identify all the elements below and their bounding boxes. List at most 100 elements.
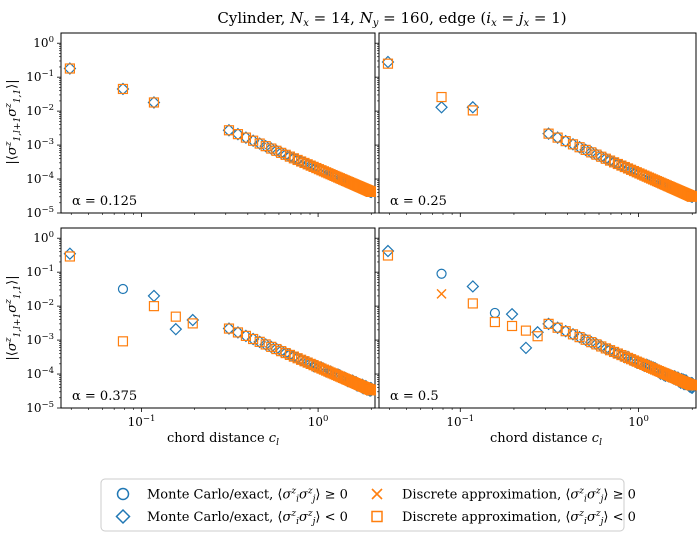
da-neg-point (366, 186, 376, 197)
legend-label-da-neg: Discrete approximation, ⟨σziσzj⟩ < 0 (402, 509, 636, 527)
x-tick-label: 10−1 (128, 414, 156, 429)
markers (63, 247, 376, 398)
legend-entry-mc-neg: Monte Carlo/exact, ⟨σziσzj⟩ < 0 (115, 508, 348, 527)
y-tick-label: 10−1 (26, 69, 54, 84)
alpha-label: α = 0.125 (72, 194, 137, 209)
legend-marker-diamond (115, 508, 131, 525)
y-tick-label: 10−1 (26, 264, 54, 279)
legend-label-mc-neg: Monte Carlo/exact, ⟨σziσzj⟩ < 0 (147, 509, 348, 527)
da-neg-point (574, 142, 585, 153)
mc-neg-point (466, 280, 480, 293)
panel-frame (378, 32, 697, 214)
da-neg-point (687, 380, 697, 391)
mc-neg-point (63, 62, 77, 75)
mc-neg-point (519, 341, 533, 355)
da-neg-point (248, 135, 259, 146)
mc-neg-point (505, 307, 519, 321)
da-neg-point (232, 129, 244, 140)
y-tick-label: 10−2 (26, 298, 54, 313)
da-neg-point (308, 360, 319, 371)
da-neg-point (232, 327, 244, 338)
da-neg-point (560, 136, 571, 147)
da-neg-point (625, 164, 637, 175)
legend-marker-square (371, 510, 383, 523)
mc-neg-point (381, 244, 395, 258)
mc-neg-point (169, 322, 183, 336)
da-neg-point (489, 316, 501, 328)
da-neg-point (117, 83, 129, 95)
mc-neg-point (222, 123, 236, 137)
panels: 100 10−1 10−2 10−3 10−4 10−5 α = 0.125 α = 0.25… (26, 32, 697, 429)
da-neg-point (266, 341, 277, 352)
da-neg-point (506, 320, 518, 332)
mc-pos-point (489, 307, 501, 319)
svg-text:|⟨σz1,l+1σz1,1⟩|: |⟨σz1,l+1σz1,1⟩| (4, 275, 23, 360)
mc-neg-point (147, 289, 161, 303)
mc-neg-point (435, 100, 448, 114)
da-neg-point (625, 354, 637, 365)
panel-frame (378, 227, 697, 409)
legend-marker-circle (116, 487, 130, 501)
da-neg-point (308, 161, 319, 172)
legend: Monte Carlo/exact, ⟨σziσzj⟩ ≥ 0 Monte Ca… (100, 478, 636, 532)
da-neg-point (254, 336, 265, 347)
markers (381, 55, 697, 203)
da-neg-point (631, 167, 642, 178)
y-tick-label: 10−4 (26, 171, 54, 186)
da-neg-point (382, 58, 394, 69)
da-neg-point (580, 334, 591, 345)
da-neg-point (248, 333, 259, 345)
da-neg-point (616, 160, 627, 171)
panel-3: 100 10−1 10−2 10−3 10−4 10−5 10−1 100 α = 0.375 (26, 227, 376, 429)
da-neg-point (687, 191, 697, 202)
da-neg-point (560, 326, 571, 337)
mc-neg-point (116, 82, 130, 96)
da-neg-point (148, 97, 160, 108)
mc-neg-point (264, 142, 278, 155)
da-neg-point (608, 346, 620, 358)
da-neg-point (305, 358, 316, 370)
da-neg-point (170, 311, 181, 322)
y-axis-label-bottom: |⟨σz1,l+1σz1,1⟩| (4, 275, 23, 360)
x-tick-label: 100 (628, 414, 649, 429)
mc-neg-point (531, 325, 544, 339)
alpha-label: α = 0.25 (390, 194, 447, 209)
panel-4: 10−1 100 α = 0.5 (375, 227, 697, 429)
mc-neg-point (381, 55, 395, 69)
da-neg-point (520, 325, 532, 336)
mc-neg-point (542, 127, 555, 141)
y-tick-label: 10−3 (26, 137, 54, 152)
da-neg-point (292, 353, 303, 364)
legend-box (100, 478, 625, 532)
da-neg-point (311, 162, 322, 174)
da-neg-point (612, 158, 623, 170)
da-neg-point (311, 361, 322, 372)
panel-frame (60, 32, 376, 214)
da-neg-point (288, 351, 299, 362)
panel-2: α = 0.25 (375, 32, 697, 217)
figure-title: Cylinder, Nx = 14, Ny = 160, edge (ix = … (217, 9, 566, 29)
da-neg-point (586, 147, 597, 158)
legend-entry-da-pos: Discrete approximation, ⟨σziσzj⟩ ≥ 0 (371, 487, 636, 505)
y-tick-label: 100 (33, 35, 54, 50)
mc-neg-point (222, 322, 236, 335)
da-neg-point (331, 171, 342, 182)
da-neg-point (567, 139, 579, 150)
markers (381, 244, 697, 395)
da-neg-point (552, 322, 563, 333)
da-neg-point (240, 330, 252, 341)
x-axis-label-right: chord distance cl (490, 431, 602, 448)
da-neg-point (608, 157, 620, 168)
y-tick-label: 10−5 (26, 205, 54, 220)
da-neg-point (628, 165, 640, 177)
y-tick-label: 100 (33, 230, 54, 245)
x-axis-label-left: chord distance cl (167, 431, 279, 448)
panel-1: 100 10−1 10−2 10−3 10−4 10−5 α = 0.125 (26, 32, 376, 220)
da-neg-point (331, 369, 342, 381)
da-neg-point (532, 331, 543, 342)
alpha-label: α = 0.5 (390, 389, 439, 404)
da-neg-point (628, 355, 640, 366)
da-neg-point (148, 301, 160, 312)
da-neg-point (305, 160, 316, 171)
